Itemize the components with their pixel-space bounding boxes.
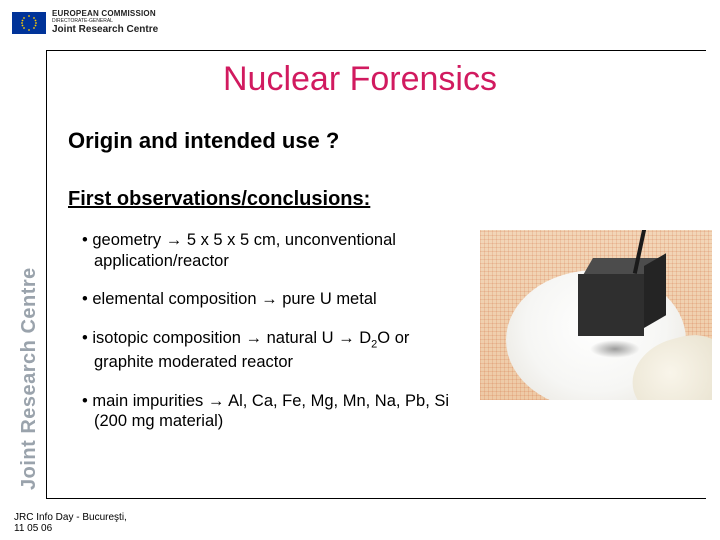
- slide-title: Nuclear Forensics: [0, 60, 720, 99]
- header-logo-block: EUROPEAN COMMISSION DIRECTORATE-GENERAL …: [12, 10, 158, 35]
- header-text: EUROPEAN COMMISSION DIRECTORATE-GENERAL …: [52, 10, 158, 35]
- arrow-icon: →: [166, 231, 183, 249]
- footer: JRC Info Day - Bucureşti, 11 05 06: [14, 512, 127, 534]
- bullet-text: • elemental composition: [82, 290, 261, 308]
- sidebar-vertical-label: Joint Research Centre: [18, 267, 41, 490]
- slide-subtitle: Origin and intended use ?: [68, 128, 339, 154]
- bullet-text: Al, Ca, Fe, Mg, Mn, Na, Pb, Si: [224, 392, 449, 410]
- arrow-icon: →: [246, 329, 263, 347]
- footer-line2: 11 05 06: [14, 523, 127, 534]
- bullet-text: natural U: [262, 329, 338, 347]
- bullet-text: • geometry: [82, 231, 166, 249]
- sample-photo: [480, 230, 712, 400]
- bullet-geometry: • geometry → 5 x 5 x 5 cm, unconventiona…: [82, 230, 452, 271]
- bullet-text: D: [355, 329, 372, 347]
- arrow-icon: →: [261, 290, 278, 308]
- frame-bottom-line: [46, 498, 706, 499]
- bullet-isotopic: • isotopic composition → natural U → D2O…: [82, 328, 452, 373]
- frame-vertical-line: [46, 50, 47, 498]
- ec-label: EUROPEAN COMMISSION: [52, 10, 158, 18]
- arrow-icon: →: [338, 329, 355, 347]
- footer-line1: JRC Info Day - Bucureşti,: [14, 512, 127, 523]
- bullet-note: (200 mg material): [94, 412, 223, 430]
- section-heading: First observations/conclusions:: [68, 188, 370, 211]
- photo-cube: [578, 258, 666, 338]
- frame-top-line: [46, 50, 706, 51]
- photo-powder: [590, 340, 640, 358]
- arrow-icon: →: [208, 392, 225, 410]
- bullet-elemental: • elemental composition → pure U metal: [82, 289, 452, 310]
- bullet-text: • main impurities: [82, 392, 208, 410]
- bullet-impurities: • main impurities → Al, Ca, Fe, Mg, Mn, …: [82, 391, 452, 432]
- eu-flag-icon: [12, 12, 46, 34]
- bullet-list: • geometry → 5 x 5 x 5 cm, unconventiona…: [82, 230, 452, 450]
- jrc-label: Joint Research Centre: [52, 25, 158, 35]
- bullet-text: pure U metal: [278, 290, 377, 308]
- bullet-text: • isotopic composition: [82, 329, 246, 347]
